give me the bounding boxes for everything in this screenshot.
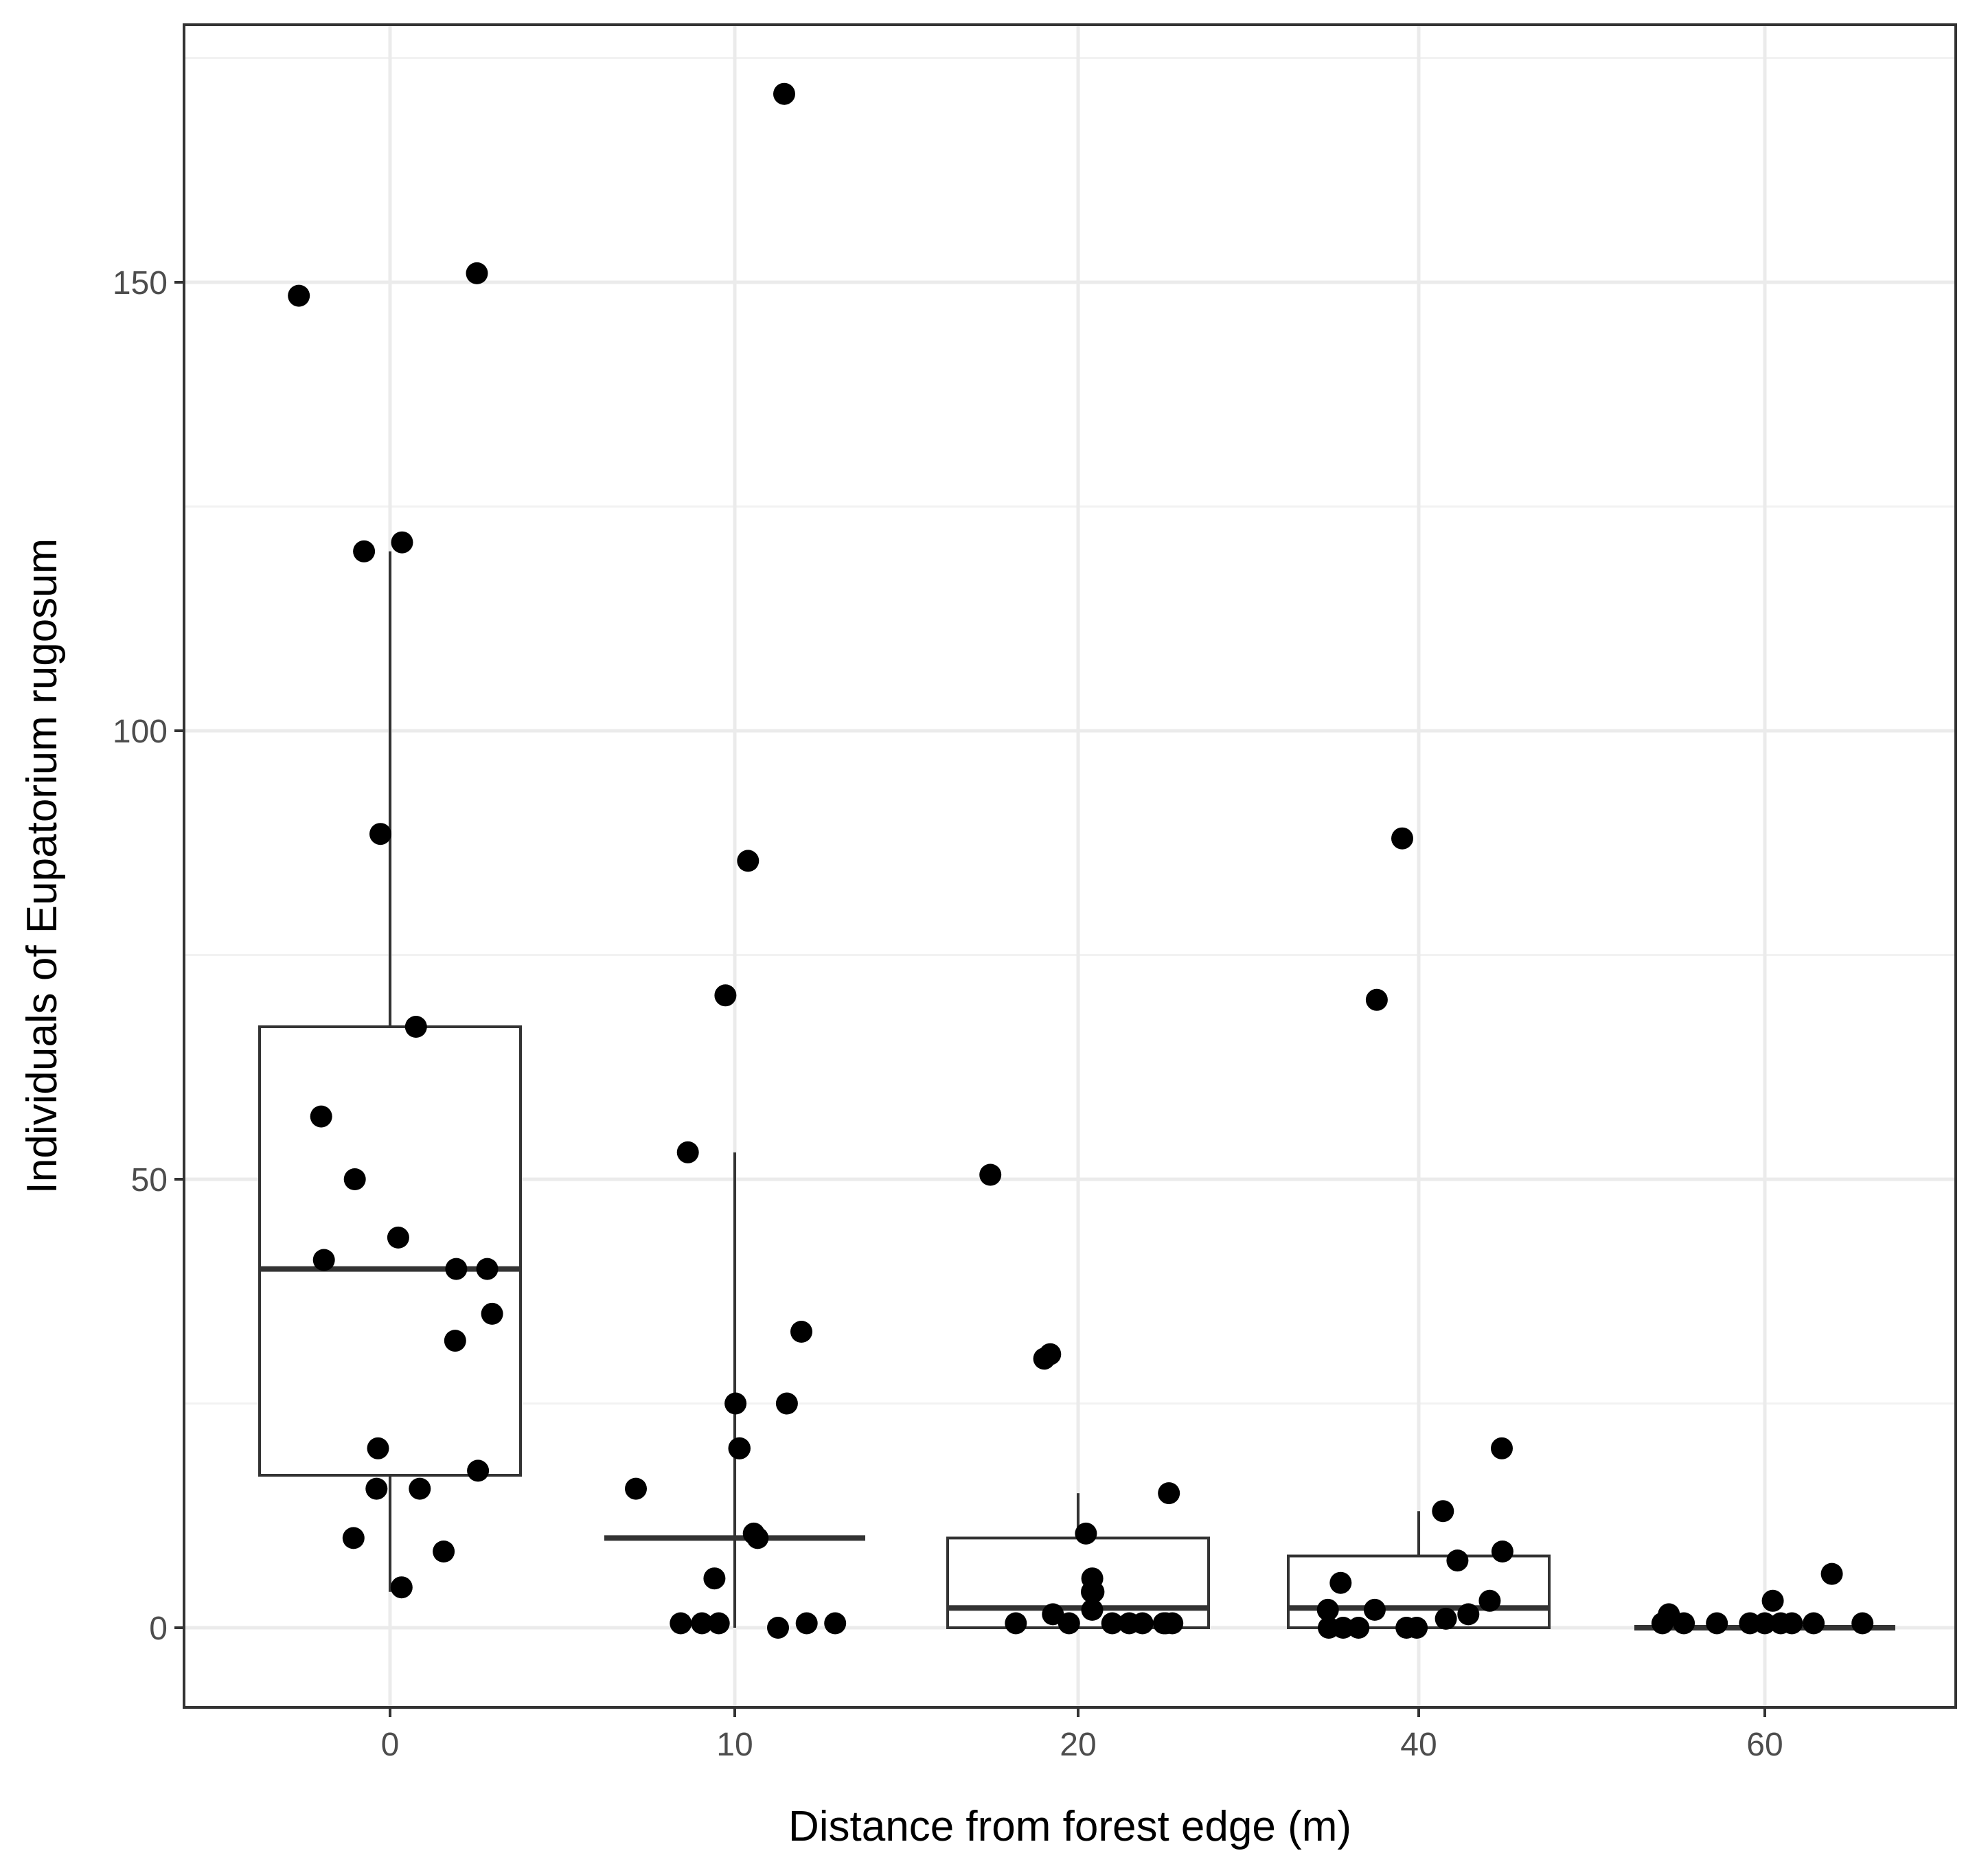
- data-point: [775, 1392, 798, 1415]
- data-point: [481, 1302, 503, 1325]
- x-tick-label: 40: [1400, 1727, 1437, 1763]
- data-point: [476, 1258, 499, 1280]
- box-iqr: [258, 1025, 522, 1477]
- y-tick-label: 150: [113, 265, 168, 302]
- data-point: [310, 1105, 332, 1128]
- data-point: [767, 1617, 789, 1639]
- data-point: [670, 1612, 692, 1635]
- data-point: [1058, 1612, 1080, 1635]
- data-point: [737, 850, 759, 872]
- data-point: [1316, 1598, 1339, 1621]
- axes: 0 50 100 150 0 10 20 40 60: [113, 265, 1783, 1763]
- data-point: [1154, 1612, 1177, 1635]
- data-point: [1033, 1348, 1055, 1370]
- data-point: [1082, 1580, 1105, 1603]
- data-point: [1761, 1589, 1784, 1612]
- y-tick-label: 50: [131, 1162, 168, 1198]
- plot-panel-border: [183, 23, 1957, 1709]
- data-point: [1005, 1612, 1027, 1635]
- data-point: [1753, 1612, 1776, 1635]
- data-point: [676, 1141, 699, 1163]
- y-axis-title: Individuals of Eupatorium rugosum: [19, 538, 66, 1194]
- data-point: [404, 1016, 427, 1038]
- data-point: [391, 531, 413, 554]
- data-point: [367, 1437, 389, 1459]
- data-point: [1042, 1603, 1064, 1626]
- data-point: [342, 1527, 365, 1549]
- data-point: [390, 1576, 413, 1599]
- data-point: [1075, 1522, 1097, 1545]
- y-tick-label: 0: [149, 1611, 168, 1647]
- data-point: [1446, 1549, 1469, 1572]
- data-point: [773, 82, 795, 105]
- data-point: [445, 1258, 468, 1280]
- data-point: [724, 1392, 747, 1415]
- data-point: [1391, 827, 1413, 850]
- x-axis-title: Distance from forest edge (m): [788, 1803, 1351, 1850]
- data-point: [365, 1477, 388, 1500]
- data-point: [444, 1330, 466, 1352]
- data-point: [728, 1437, 751, 1459]
- data-point: [714, 984, 737, 1007]
- data-point: [1435, 1607, 1457, 1630]
- data-point: [1491, 1437, 1513, 1459]
- data-point: [1329, 1571, 1352, 1594]
- data-point: [691, 1612, 713, 1635]
- data-point: [703, 1567, 726, 1590]
- data-point: [353, 540, 376, 562]
- data-point: [1101, 1612, 1123, 1635]
- data-point: [707, 1612, 730, 1635]
- data-point: [625, 1477, 647, 1500]
- data-point: [795, 1612, 818, 1635]
- data-point: [343, 1168, 366, 1190]
- y-tick-label: 100: [113, 714, 168, 750]
- data-point: [1081, 1598, 1104, 1621]
- x-tick-label: 60: [1746, 1727, 1783, 1763]
- data-point: [288, 284, 310, 307]
- data-point: [409, 1477, 431, 1500]
- data-point: [1781, 1612, 1803, 1635]
- data-point: [1347, 1617, 1370, 1639]
- data-point: [1318, 1617, 1340, 1639]
- data-point: [1706, 1612, 1728, 1635]
- x-tick-label: 20: [1060, 1727, 1096, 1763]
- data-point: [312, 1249, 335, 1271]
- data-points: [288, 82, 1874, 1639]
- data-point: [824, 1612, 847, 1635]
- data-point: [1651, 1612, 1673, 1635]
- x-tick-label: 10: [716, 1727, 753, 1763]
- data-point: [466, 262, 488, 284]
- data-point: [467, 1459, 490, 1482]
- data-point: [1820, 1562, 1843, 1585]
- data-point: [790, 1321, 812, 1343]
- data-point: [1432, 1500, 1454, 1523]
- data-point: [1158, 1482, 1180, 1505]
- data-point: [387, 1226, 409, 1249]
- data-point: [1363, 1598, 1386, 1621]
- data-point: [979, 1163, 1002, 1186]
- data-point: [369, 823, 391, 845]
- data-point: [1478, 1589, 1501, 1612]
- data-point: [1457, 1603, 1480, 1626]
- data-point: [1491, 1541, 1513, 1562]
- data-point: [1803, 1612, 1825, 1635]
- data-point: [433, 1541, 455, 1562]
- x-tick-label: 0: [381, 1727, 400, 1763]
- data-point: [1673, 1612, 1695, 1635]
- data-point: [746, 1527, 769, 1549]
- data-point: [1851, 1612, 1874, 1635]
- data-point: [1118, 1612, 1141, 1635]
- data-point: [1365, 988, 1388, 1011]
- data-point: [1395, 1617, 1418, 1639]
